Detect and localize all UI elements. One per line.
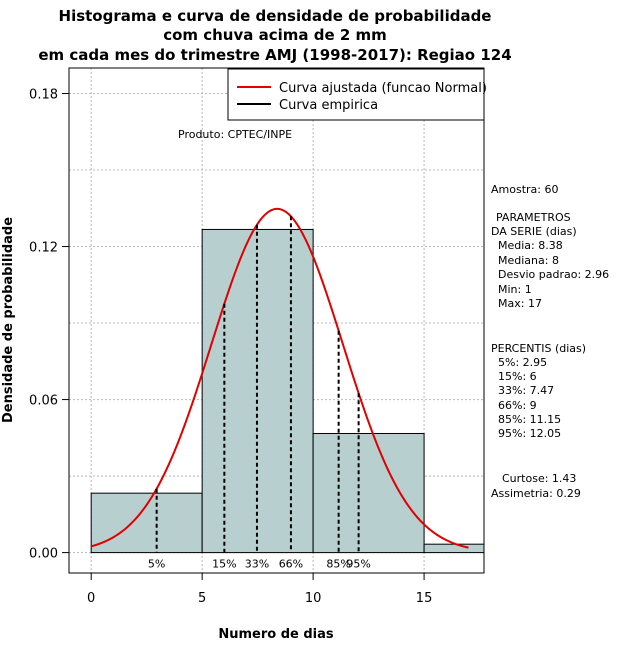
y-tick-label: 0.18: [29, 88, 58, 103]
y-tick-label: 0.00: [29, 547, 58, 562]
plot-frame: [68, 67, 485, 574]
histogram-bar: [201, 228, 314, 554]
stat-desvio: Desvio padrao: 2.96: [498, 268, 609, 281]
stat-amostra: Amostra: 60: [491, 183, 558, 196]
stat-max: Max: 17: [498, 297, 542, 310]
stat-mediana: Mediana: 8: [498, 254, 559, 267]
marker-layer: 5% 15% 33% 66% 85%95%: [148, 216, 371, 571]
percentile-marker-label: 85%: [326, 558, 350, 571]
stat-media: Media: 8.38: [498, 239, 563, 252]
y-tick-label: 0.12: [29, 241, 58, 256]
histogram-bar: [423, 543, 485, 554]
stat-curtose: Curtose: 1.43: [502, 472, 576, 485]
percentile-marker-label: 15%: [212, 558, 236, 571]
x-tick-label: 5: [198, 591, 206, 606]
y-tick-label: 0.06: [29, 394, 58, 409]
stat-p85: 85%: 11.15: [498, 413, 561, 426]
percentile-marker-label: 95%: [346, 558, 370, 571]
percentile-marker-label: 33%: [245, 558, 269, 571]
axis-layer: 0 5 10 15 0.00 0.06 0.12 0.18: [29, 88, 432, 606]
legend-label-fit: Curva ajustada (funcao Normal): [279, 81, 487, 96]
stat-assimetria: Assimetria: 0.29: [491, 487, 581, 500]
legend-label-empirical: Curva empirica: [279, 98, 378, 113]
stat-p15: 15%: 6: [498, 370, 537, 383]
legend: Curva ajustada (funcao Normal) Curva emp…: [227, 68, 487, 121]
percentile-marker-label: 5%: [148, 558, 165, 571]
bar-layer: [90, 228, 485, 554]
percentile-marker-label: 66%: [279, 558, 303, 571]
stats-panel: Amostra: 60 PARAMETROS DA SERIE (dias) M…: [491, 183, 609, 500]
x-tick-label: 0: [87, 591, 95, 606]
stat-p95: 95%: 12.05: [498, 427, 561, 440]
legend-box: [227, 68, 485, 121]
x-tick-label: 10: [305, 591, 322, 606]
stat-p5: 5%: 2.95: [498, 356, 547, 369]
stat-parametros-title: PARAMETROS: [496, 211, 571, 224]
stat-p66: 66%: 9: [498, 399, 537, 412]
stat-percentis-title: PERCENTIS (dias): [491, 342, 586, 355]
stat-p33: 33%: 7.47: [498, 384, 554, 397]
y-axis-label: Densidade de probabilidade: [1, 217, 16, 423]
x-axis-label: Numero de dias: [218, 627, 334, 642]
product-note: Produto: CPTEC/INPE: [178, 128, 292, 141]
normal-fit-curve: [90, 207, 469, 549]
chart-title-line-1: Histograma e curva de densidade de proba…: [59, 7, 492, 25]
chart-title-line-3: em cada mes do trimestre AMJ (1998-2017)…: [38, 46, 511, 64]
x-tick-label: 15: [416, 591, 433, 606]
chart-title-line-2: com chuva acima de 2 mm: [163, 26, 387, 44]
histogram-bar: [312, 432, 425, 554]
curve-layer: [90, 207, 469, 549]
stat-parametros-sub: DA SERIE (dias): [491, 225, 577, 238]
stat-min: Min: 1: [498, 283, 532, 296]
histogram-bar: [90, 492, 203, 554]
